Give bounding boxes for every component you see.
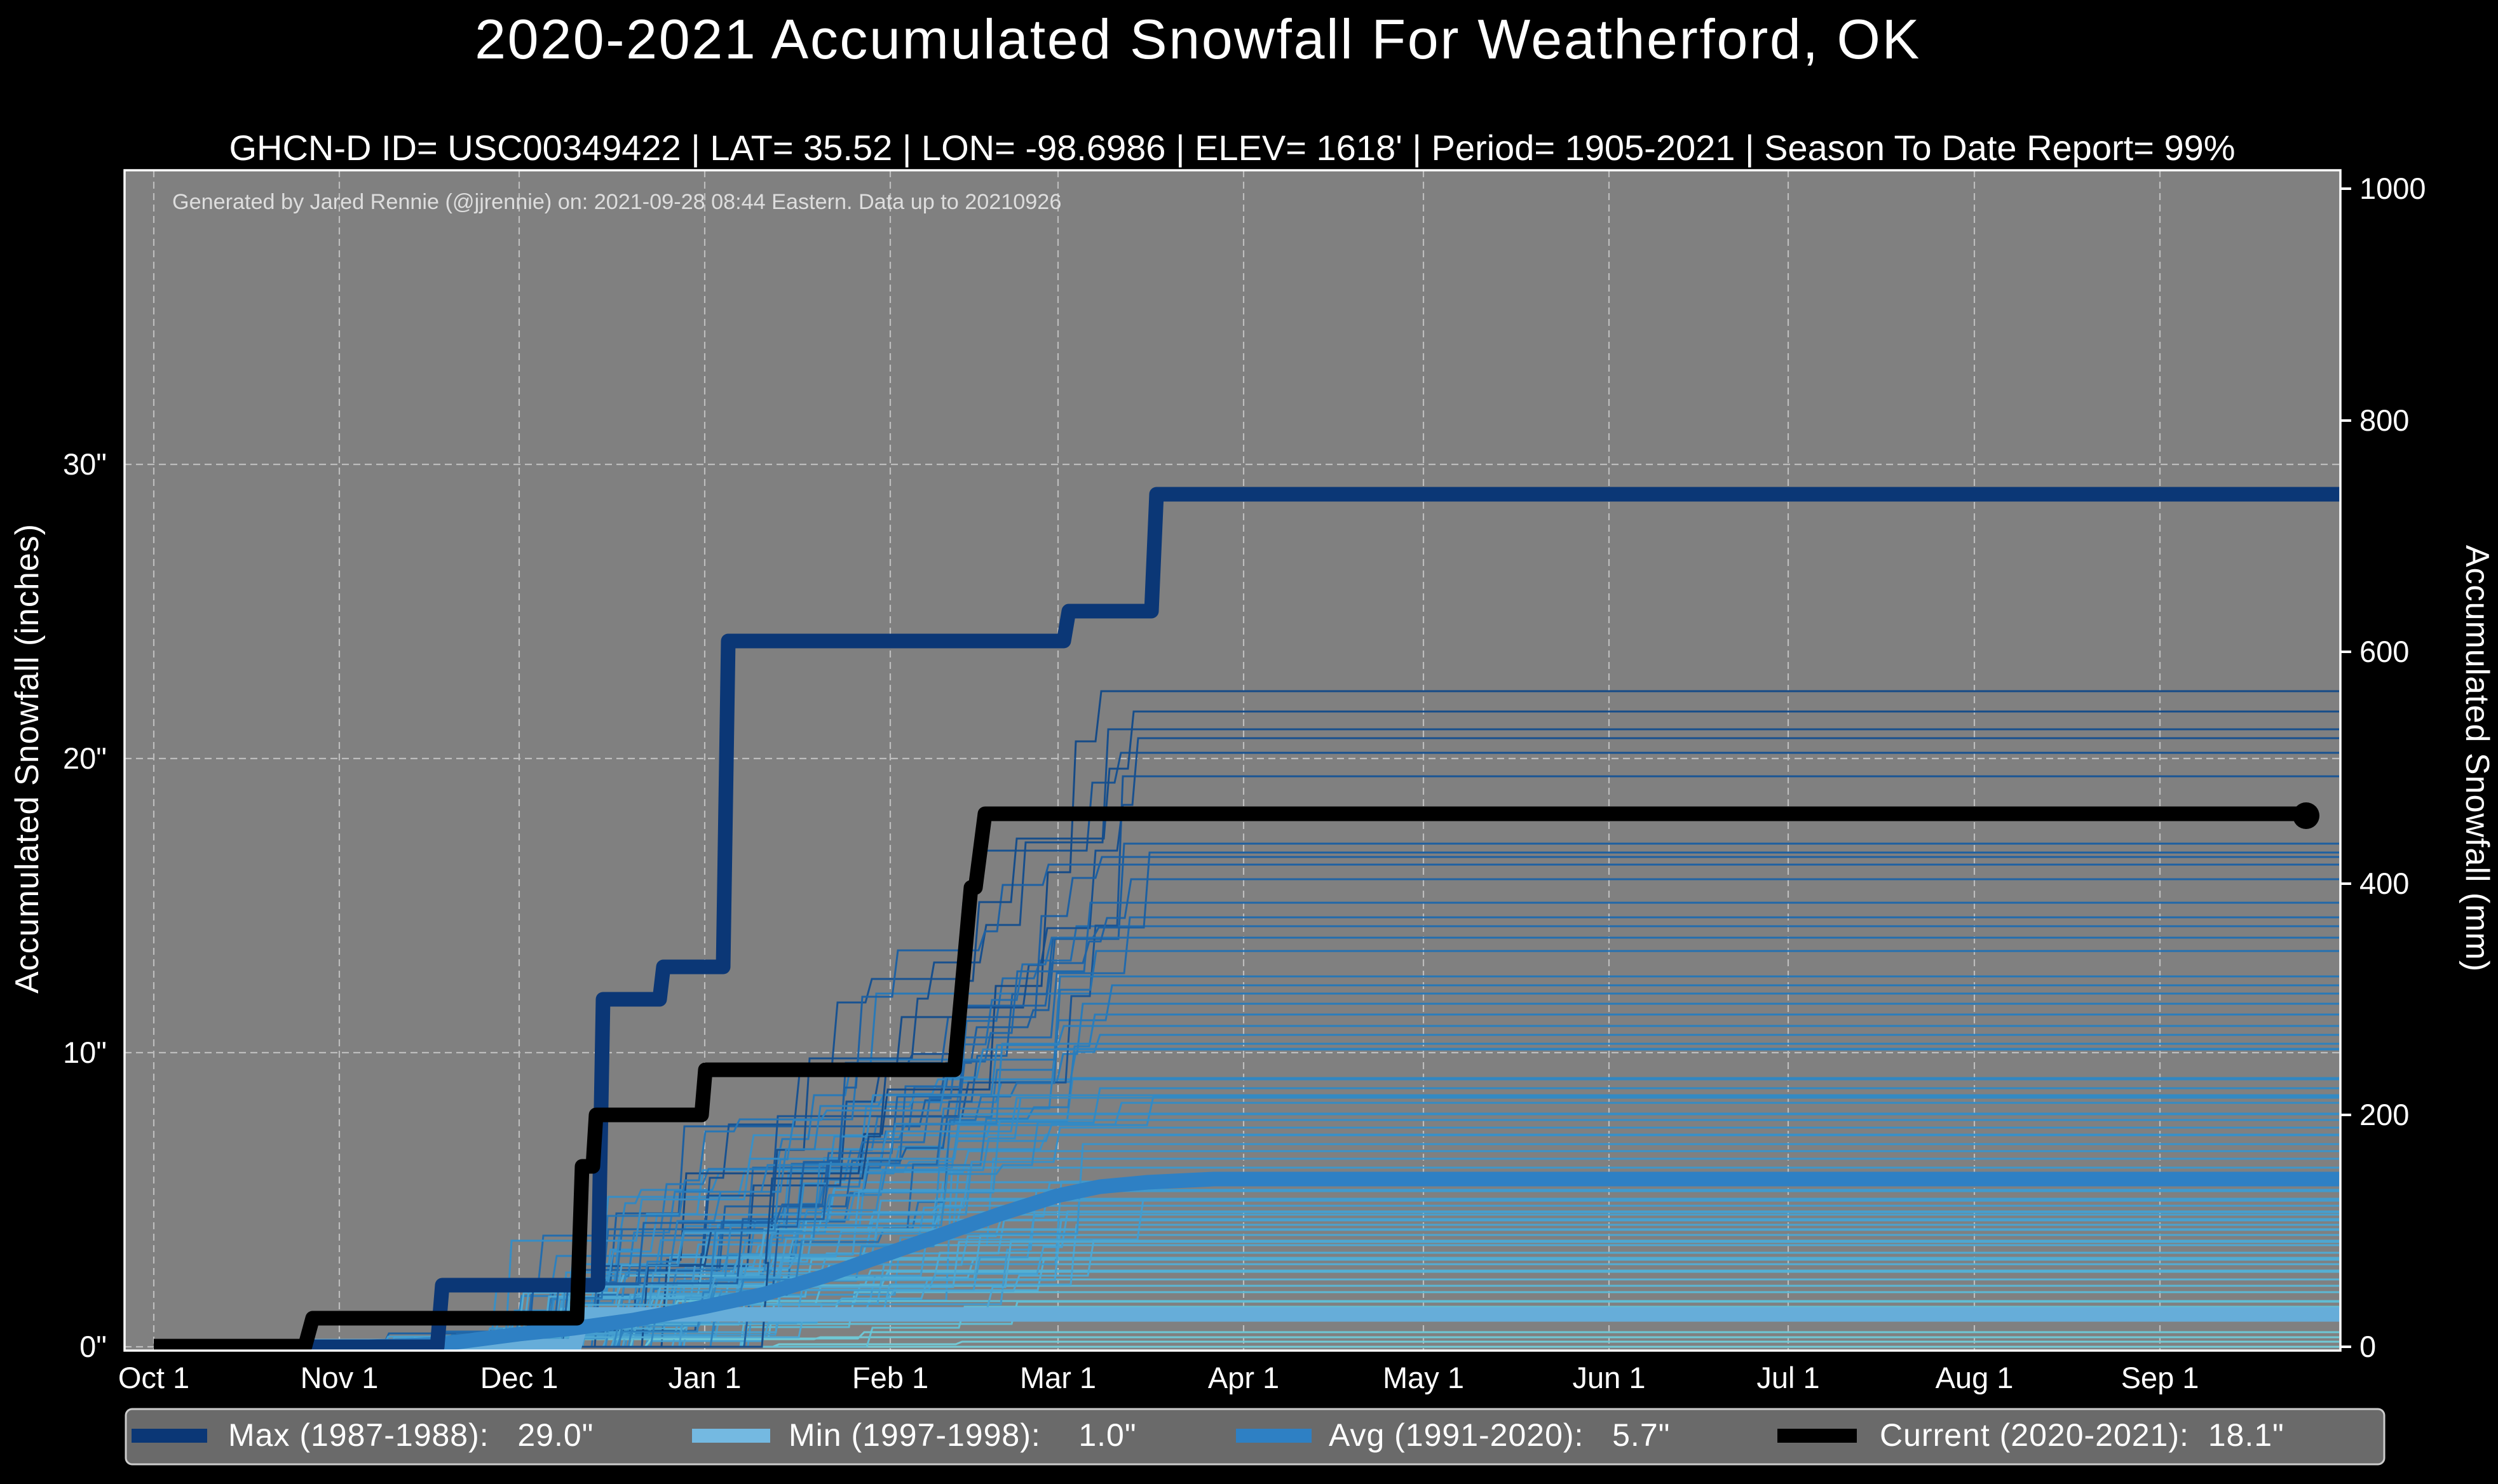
svg-text:Accumulated Snowfall (mm): Accumulated Snowfall (mm) [2459, 545, 2495, 972]
svg-text:Aug 1: Aug 1 [1936, 1361, 2014, 1394]
svg-text:10": 10" [63, 1035, 107, 1069]
svg-text:Min (1997-1998): 1.0": Min (1997-1998): 1.0" [789, 1417, 1137, 1453]
svg-text:Sep 1: Sep 1 [2121, 1361, 2199, 1394]
svg-text:Avg (1991-2020): 5.7": Avg (1991-2020): 5.7" [1329, 1417, 1670, 1453]
svg-text:800: 800 [2359, 403, 2409, 437]
svg-text:May 1: May 1 [1383, 1361, 1464, 1394]
svg-text:Jan 1: Jan 1 [669, 1361, 742, 1394]
svg-text:600: 600 [2359, 635, 2409, 668]
svg-text:Mar 1: Mar 1 [1020, 1361, 1096, 1394]
svg-text:Jul 1: Jul 1 [1756, 1361, 1819, 1394]
svg-text:1000: 1000 [2359, 172, 2426, 205]
svg-text:0": 0" [79, 1330, 107, 1363]
svg-text:Generated by Jared Rennie (@jj: Generated by Jared Rennie (@jjrennie) on… [172, 190, 1061, 214]
svg-text:Jun 1: Jun 1 [1573, 1361, 1646, 1394]
svg-text:GHCN-D ID= USC00349422 | LAT=: GHCN-D ID= USC00349422 | LAT= 35.52 | LO… [229, 128, 2235, 168]
svg-text:Nov 1: Nov 1 [301, 1361, 379, 1394]
svg-text:Dec 1: Dec 1 [480, 1361, 559, 1394]
svg-text:Max (1987-1988): 29.0": Max (1987-1988): 29.0" [228, 1417, 594, 1453]
svg-text:30": 30" [63, 447, 107, 481]
svg-text:Apr 1: Apr 1 [1208, 1361, 1279, 1394]
svg-text:2020-2021 Accumulated Snowfall: 2020-2021 Accumulated Snowfall For Weath… [475, 8, 1921, 71]
svg-text:Oct 1: Oct 1 [118, 1361, 189, 1394]
svg-text:Feb 1: Feb 1 [852, 1361, 928, 1394]
svg-text:20": 20" [63, 741, 107, 775]
svg-text:400: 400 [2359, 867, 2409, 900]
svg-text:Current (2020-2021): 18.1": Current (2020-2021): 18.1" [1880, 1417, 2284, 1453]
svg-text:200: 200 [2359, 1098, 2409, 1131]
svg-text:0: 0 [2359, 1330, 2376, 1363]
svg-text:Accumulated Snowfall (inches): Accumulated Snowfall (inches) [9, 523, 46, 994]
